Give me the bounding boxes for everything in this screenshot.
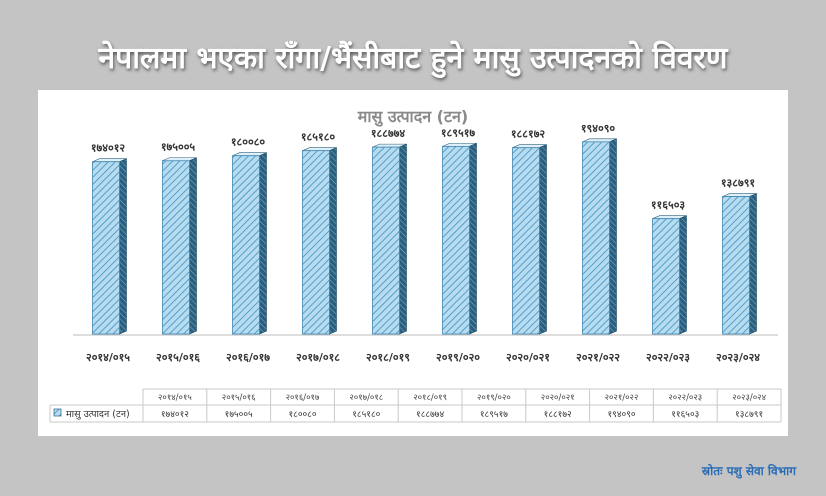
bar-value-label: १८८७७४ — [371, 127, 406, 140]
bar — [582, 141, 610, 335]
x-tick-label: २०२१/०२२ — [576, 351, 620, 364]
table-header-cell: २०२२/०२३ — [668, 393, 702, 403]
table-header-cell: २०२०/०२१ — [541, 393, 575, 403]
bar-side — [749, 193, 757, 335]
bar-group: १८००८० २०१६/०१७ — [226, 136, 270, 364]
bar-value-label: १७४०१२ — [91, 142, 126, 155]
table-header-cell: २०१८/०१९ — [413, 393, 447, 403]
bar-side — [329, 147, 337, 335]
x-tick-label: २०१५/०१६ — [156, 351, 200, 364]
table-value-cell: १७४०१२ — [161, 410, 189, 420]
bar-side — [609, 138, 617, 335]
table-header-cell: २०१४/०१५ — [158, 393, 192, 403]
table-header-cell: २०१७/०१८ — [349, 393, 383, 403]
bar — [92, 161, 120, 335]
source-credit: स्रोतः पशु सेवा विभाग — [701, 464, 796, 478]
table-header-cell: २०१९/०२० — [477, 393, 511, 403]
table-value-cell: १८५१८० — [352, 410, 380, 420]
x-tick-label: २०१६/०१७ — [226, 351, 270, 364]
x-tick-label: २०२२/०२३ — [646, 351, 690, 364]
table-header-cell: २०१५/०१६ — [222, 393, 256, 403]
bar-group: १८९५१७ २०१९/०२० — [436, 126, 480, 364]
bar-value-label: १८९५१७ — [441, 126, 476, 139]
bar — [652, 218, 680, 335]
bar — [722, 196, 750, 335]
bar-value-label: १८५१८० — [301, 131, 336, 144]
bar-group: १८५१८० २०१७/०१८ — [296, 131, 340, 364]
bar-value-label: १८००८० — [231, 136, 266, 149]
bar-side — [399, 143, 407, 335]
bar-group: १९४०९० २०२१/०२२ — [576, 122, 620, 364]
x-tick-label: २०१७/०१८ — [296, 351, 340, 364]
table-header-cell: २०२१/०२२ — [605, 393, 639, 403]
x-tick-label: २०१९/०२० — [436, 351, 480, 364]
bar-group: १८८१७२ २०२०/०२१ — [506, 128, 550, 364]
table-header-cell: २०१६/०१७ — [286, 393, 320, 403]
table-value-cell: १३८७९१ — [735, 410, 763, 420]
table-value-cell: १९४०९० — [607, 410, 635, 420]
bar-side — [119, 158, 127, 335]
bar-value-label: १७५००५ — [161, 141, 196, 154]
bar-value-label: १९४०९० — [581, 122, 616, 135]
x-tick-label: २०२३/०२४ — [716, 351, 760, 364]
bar-group: १८८७७४ २०१८/०१९ — [366, 127, 410, 364]
bar-value-label: १८८१७२ — [511, 128, 546, 141]
bar-chart: मासु उत्पादन (टन) १७४०१२ २०१४/०१५ १७५००५ २०… — [49, 107, 782, 423]
bar — [302, 150, 330, 335]
bar — [442, 145, 470, 335]
table-value-cell: १८००८० — [288, 410, 316, 420]
bar-value-label: १३८७९१ — [721, 177, 755, 190]
table-value-cell: १८९५१७ — [480, 410, 508, 420]
bar-side — [539, 144, 547, 335]
bar-side — [469, 142, 477, 335]
hatched-square-icon — [53, 408, 62, 417]
bar-side — [189, 157, 197, 335]
chart-title: मासु उत्पादन (टन) — [357, 107, 468, 127]
table-value-cell: १८८७७४ — [416, 410, 444, 420]
table-value-cell: १८८१७२ — [544, 410, 572, 420]
bar-group: १७४०१२ २०१४/०१५ — [86, 142, 130, 364]
table-value-cell: ११६५०३ — [671, 410, 699, 420]
bar-side — [259, 152, 267, 335]
bar — [162, 160, 190, 335]
table-header-cell: २०२३/०२४ — [732, 393, 766, 403]
chart-panel: मासु उत्पादन (टन) १७४०१२ २०१४/०१५ १७५००५ २०… — [38, 90, 788, 436]
table-row-label: मासु उत्पादन (टन) — [66, 409, 130, 420]
table-value-cell: १७५००५ — [225, 410, 253, 420]
bar — [372, 146, 400, 335]
page-headline: नेपालमा भएका राँगा/भैंसीबाट हुने मासु उत… — [98, 41, 728, 76]
bar-value-label: ११६५०३ — [651, 199, 686, 212]
bar-group: ११६५०३ २०२२/०२३ — [646, 199, 690, 364]
bar — [232, 155, 260, 335]
bar-group: १३८७९१ २०२३/०२४ — [716, 177, 760, 364]
bar-side — [679, 215, 687, 335]
bar-group: १७५००५ २०१५/०१६ — [156, 141, 200, 364]
x-tick-label: २०१८/०१९ — [366, 351, 410, 364]
x-tick-label: २०१४/०१५ — [86, 351, 130, 364]
x-tick-label: २०२०/०२१ — [506, 351, 550, 364]
bar — [512, 147, 540, 335]
